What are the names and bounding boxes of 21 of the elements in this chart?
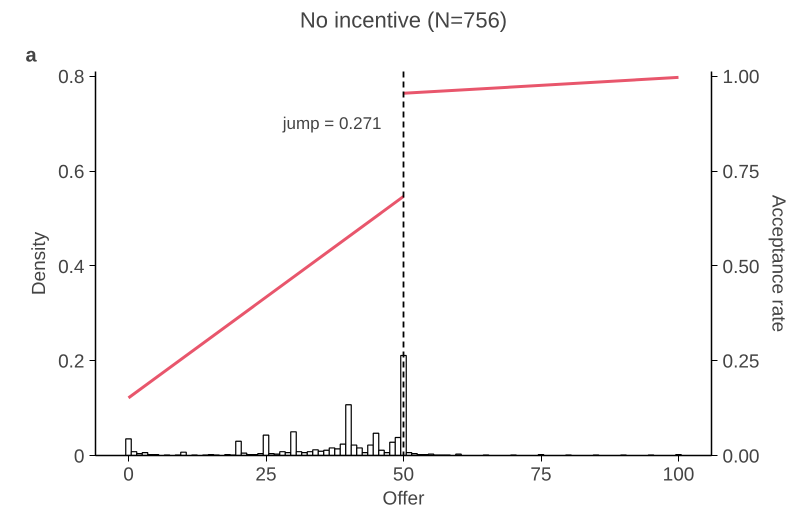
y-tick-label: 0 <box>74 446 85 468</box>
y-axis-title: Density <box>29 231 50 296</box>
chart-title: No incentive (N=756) <box>300 8 508 32</box>
annotation: jump = 0.271 <box>282 114 382 134</box>
x-axis-title: Offer <box>382 488 426 510</box>
x-tick-label: 25 <box>255 464 277 486</box>
y-tick-label: 0.2 <box>58 352 85 373</box>
y2-tick-label: 0.00 <box>722 446 760 468</box>
x-tick-label: 50 <box>392 464 414 486</box>
y2-axis-title: Acceptance rate <box>767 194 788 332</box>
y-tick-label: 0.8 <box>58 67 85 88</box>
y2-tick-label: 0.25 <box>722 352 760 373</box>
x-tick-label: 0 <box>123 464 134 486</box>
y2-tick-label: 0.75 <box>722 162 760 184</box>
y-tick-label: 0.4 <box>58 256 85 278</box>
y2-tick-label: 0.50 <box>722 256 760 278</box>
x-tick-label: 75 <box>530 464 552 486</box>
y2-tick-label: 1.00 <box>722 67 760 88</box>
y-tick-label: 0.6 <box>58 162 85 184</box>
x-tick-label: 100 <box>662 464 694 486</box>
text: a <box>26 44 38 66</box>
